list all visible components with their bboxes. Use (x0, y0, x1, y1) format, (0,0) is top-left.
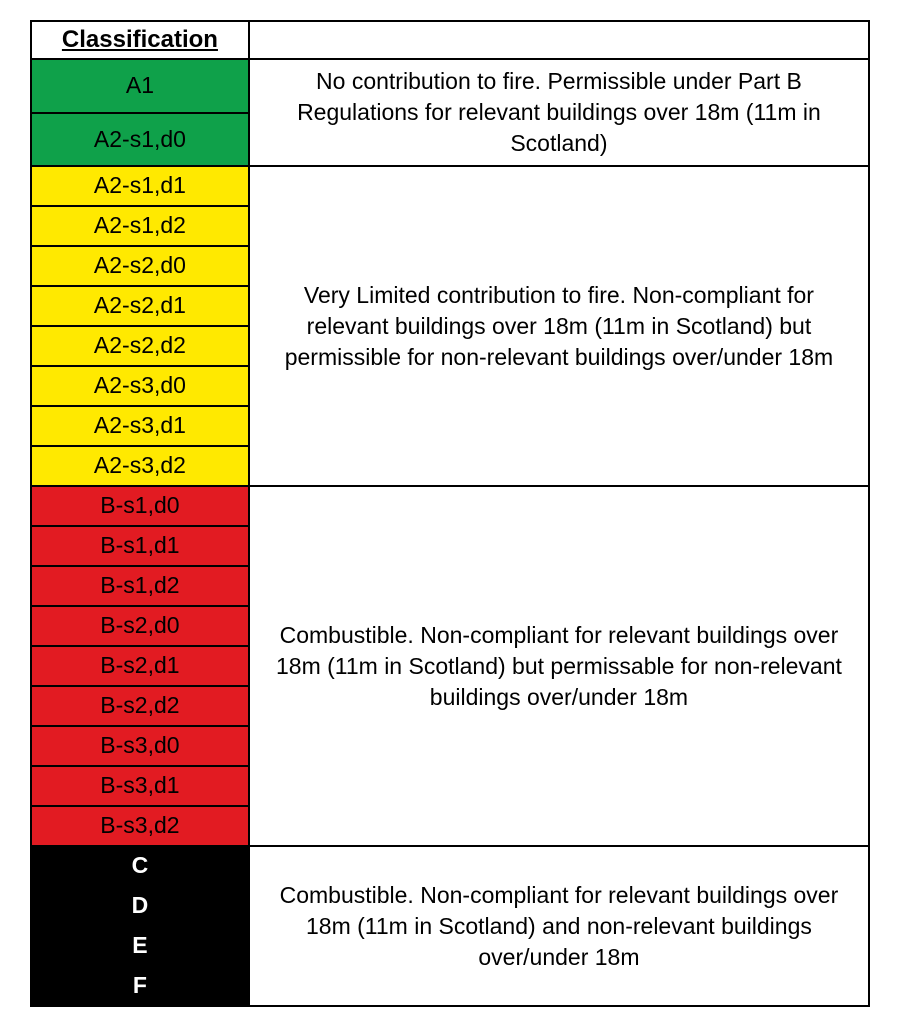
classification-table: ClassificationA1No contribution to fire.… (30, 20, 870, 1007)
classification-cell: A2-s3,d1 (31, 406, 249, 446)
classification-cell: B-s2,d0 (31, 606, 249, 646)
classification-cell: B-s1,d1 (31, 526, 249, 566)
classification-cell: A2-s1,d1 (31, 166, 249, 206)
description-cell: Combustible. Non-compliant for relevant … (249, 846, 869, 1006)
classification-cell: B-s3,d0 (31, 726, 249, 766)
header-blank (249, 21, 869, 59)
page: ClassificationA1No contribution to fire.… (0, 0, 900, 1015)
classification-cell: B-s3,d1 (31, 766, 249, 806)
classification-cell: A2-s2,d1 (31, 286, 249, 326)
classification-cell: B-s1,d0 (31, 486, 249, 526)
description-cell: Very Limited contribution to fire. Non-c… (249, 166, 869, 486)
classification-cell: B-s2,d1 (31, 646, 249, 686)
classification-cell: A2-s1,d0 (31, 113, 249, 167)
description-cell: Combustible. Non-compliant for relevant … (249, 486, 869, 846)
classification-cell: A2-s2,d0 (31, 246, 249, 286)
classification-cell: B-s1,d2 (31, 566, 249, 606)
classification-cell: B-s3,d2 (31, 806, 249, 846)
classification-cell: B-s2,d2 (31, 686, 249, 726)
classification-cell: A2-s2,d2 (31, 326, 249, 366)
description-cell: No contribution to fire. Permissible und… (249, 59, 869, 166)
classification-cell: A2-s1,d2 (31, 206, 249, 246)
classification-cell: E (31, 926, 249, 966)
classification-cell: A2-s3,d0 (31, 366, 249, 406)
classification-cell: D (31, 886, 249, 926)
classification-cell: C (31, 846, 249, 886)
classification-cell: A1 (31, 59, 249, 113)
header-classification: Classification (31, 21, 249, 59)
classification-cell: F (31, 966, 249, 1006)
classification-cell: A2-s3,d2 (31, 446, 249, 486)
